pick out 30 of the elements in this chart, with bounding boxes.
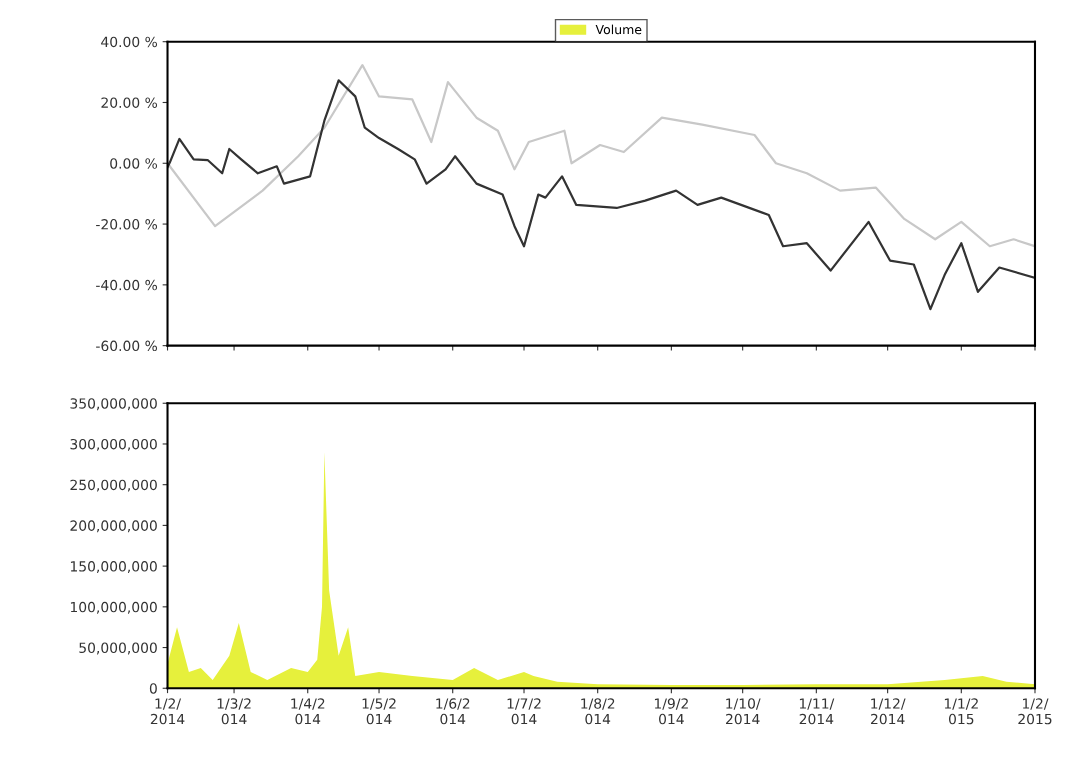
x-tick-label: 1/3/2 014 <box>217 698 251 725</box>
x-tick-label: 1/2/ 2014 <box>150 698 185 725</box>
y-tick-label: 0 <box>149 683 157 694</box>
y-tick-label: 150,000,000 <box>70 561 157 574</box>
y-tick-label: 200,000,000 <box>70 520 157 533</box>
y-tick-label: 50,000,000 <box>79 642 157 655</box>
y-tick-label: 40.00 % <box>101 36 158 48</box>
y-tick-label: 250,000,000 <box>70 479 157 492</box>
y-tick-label: -60.00 % <box>96 340 158 352</box>
y-tick-label: -40.00 % <box>96 279 158 291</box>
x-tick-label: 1/9/2 014 <box>654 698 688 725</box>
x-tick-label: 1/12/ 2014 <box>870 698 906 725</box>
x-tick-label: 1/6/2 014 <box>436 698 470 725</box>
legend-label: Volume <box>595 24 642 35</box>
x-tick-label: 1/1/2 015 <box>944 698 978 725</box>
y-tick-label: 350,000,000 <box>70 398 157 411</box>
y-tick-label: 300,000,000 <box>70 438 157 451</box>
x-tick-label: 1/10/ 2014 <box>726 698 761 725</box>
x-tick-label: 1/4/2 014 <box>291 698 325 725</box>
x-tick-label: 1/2/ 2015 <box>1018 698 1052 725</box>
y-tick-label: 0.00 % <box>110 158 158 169</box>
line-series <box>167 79 1035 311</box>
y-tick-label: 20.00 % <box>101 97 158 108</box>
x-tick-label: 1/5/2 014 <box>362 698 396 725</box>
y-tick-label: -20.00 % <box>96 219 158 230</box>
line-series <box>167 63 1035 248</box>
x-tick-label: 1/7/2 014 <box>507 698 541 725</box>
x-tick-label: 1/8/2 014 <box>581 698 615 725</box>
y-tick-label: 100,000,000 <box>70 601 157 614</box>
x-tick-label: 1/11/ 2014 <box>799 698 835 725</box>
